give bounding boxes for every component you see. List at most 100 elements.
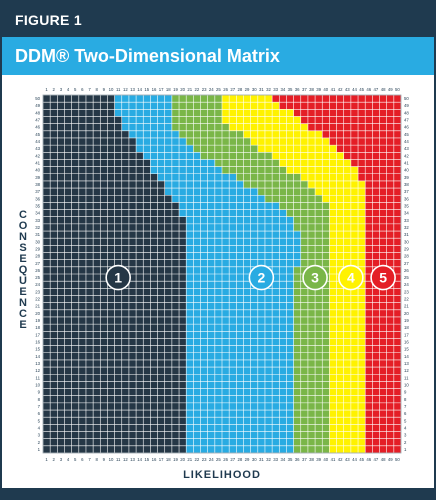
x-tick-label-bottom: 27: [230, 457, 235, 462]
zone-marker-circle-4: [338, 264, 364, 291]
matrix-cell: [107, 123, 115, 131]
matrix-cell: [236, 223, 244, 232]
matrix-cell: [358, 109, 366, 117]
matrix-cell: [121, 188, 129, 196]
matrix-cell: [43, 216, 51, 224]
matrix-cell: [107, 188, 115, 196]
matrix-cell: [128, 274, 137, 282]
x-tick-label-top: 41: [331, 87, 336, 92]
matrix-cell: [93, 231, 101, 239]
matrix-cell: [93, 216, 101, 224]
matrix-cell: [164, 352, 172, 360]
y-tick-label-right: 23: [404, 289, 409, 294]
matrix-cell: [279, 202, 287, 210]
matrix-cell: [243, 259, 251, 267]
matrix-cell: [64, 431, 72, 439]
matrix-cell: [157, 123, 165, 131]
matrix-cell: [200, 431, 208, 439]
matrix-cell: [279, 274, 287, 282]
matrix-cell: [128, 402, 137, 411]
y-tick-label-right: 36: [404, 196, 409, 201]
matrix-cell: [193, 431, 201, 439]
matrix-cell: [315, 288, 323, 296]
matrix-cell: [100, 445, 108, 454]
matrix-cell: [164, 309, 172, 318]
matrix-cell: [136, 395, 144, 403]
matrix-cell: [257, 338, 266, 346]
matrix-cell: [193, 438, 201, 446]
matrix-cell: [71, 202, 79, 210]
matrix-cell: [157, 324, 165, 332]
matrix-cell: [300, 324, 308, 332]
matrix-cell: [100, 180, 108, 189]
matrix-cell: [157, 152, 165, 160]
matrix-cell: [222, 288, 230, 296]
matrix-cell: [307, 352, 316, 360]
matrix-cell: [300, 231, 308, 239]
x-tick-label-top: 14: [137, 87, 142, 92]
matrix-cell: [179, 145, 187, 153]
matrix-cell: [300, 173, 308, 181]
matrix-cell: [100, 410, 108, 418]
matrix-cell: [143, 173, 151, 181]
matrix-cell: [121, 316, 129, 325]
matrix-cell: [214, 438, 223, 446]
matrix-cell: [386, 95, 394, 103]
matrix-cell: [229, 431, 237, 439]
matrix-cell: [193, 274, 201, 282]
matrix-cell: [71, 166, 79, 174]
matrix-cell: [322, 152, 330, 160]
matrix-cell: [43, 152, 51, 160]
matrix-cell: [207, 209, 215, 217]
matrix-cell: [386, 331, 394, 339]
matrix-cell: [143, 359, 151, 368]
matrix-cell: [78, 245, 87, 253]
matrix-cell: [329, 152, 337, 160]
matrix-cell: [186, 252, 194, 260]
matrix-cell: [300, 195, 308, 203]
matrix-cell: [379, 295, 387, 303]
matrix-cell: [186, 123, 194, 131]
matrix-cell: [64, 266, 72, 275]
y-tick-label-left: 20: [35, 311, 40, 316]
matrix-cell: [379, 238, 387, 246]
matrix-cell: [43, 95, 51, 103]
matrix-cell: [329, 145, 337, 153]
matrix-cell: [214, 316, 223, 325]
matrix-cell: [379, 345, 387, 353]
matrix-cell: [214, 288, 223, 296]
matrix-cell: [379, 216, 387, 224]
matrix-cell: [336, 410, 344, 418]
matrix-cell: [272, 223, 280, 232]
matrix-cell: [121, 95, 129, 103]
x-tick-label-top: 8: [96, 87, 99, 92]
matrix-cell: [372, 102, 380, 110]
matrix-cell: [393, 288, 402, 296]
matrix-cell: [257, 331, 266, 339]
matrix-cell: [250, 302, 258, 310]
matrix-cell: [93, 195, 101, 203]
matrix-cell: [243, 216, 251, 224]
matrix-cell: [64, 245, 72, 253]
matrix-cell: [293, 388, 301, 396]
matrix-cell: [171, 123, 180, 131]
matrix-cell: [150, 159, 158, 167]
matrix-cell: [272, 245, 280, 253]
matrix-cell: [272, 295, 280, 303]
matrix-cell: [293, 173, 301, 181]
matrix-cell: [322, 123, 330, 131]
matrix-cell: [150, 109, 158, 117]
matrix-cell: [71, 402, 79, 411]
matrix-cell: [93, 424, 101, 432]
y-tick-label-right: 14: [404, 354, 409, 359]
matrix-cell: [264, 395, 273, 403]
matrix-cell: [358, 188, 366, 196]
matrix-cell: [43, 252, 51, 260]
matrix-cell: [214, 123, 223, 131]
matrix-cell: [171, 324, 180, 332]
matrix-cell: [322, 216, 330, 224]
matrix-cell: [100, 102, 108, 110]
matrix-cell: [329, 438, 337, 446]
matrix-cell: [214, 180, 223, 189]
y-tick-label-right: 22: [404, 297, 409, 302]
